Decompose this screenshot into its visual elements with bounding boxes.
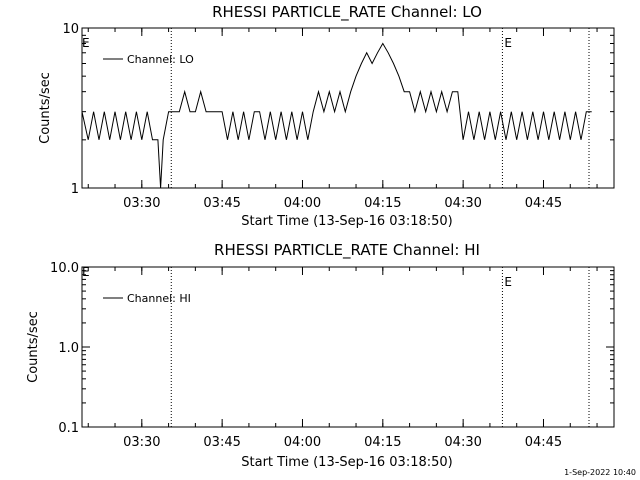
panel-hi: RHESSI PARTICLE_RATE Channel: HI 03:30 03… [26, 241, 615, 470]
y-axis-ticks-lo: 1 10 [62, 22, 614, 197]
y-tick-label: 0.1 [58, 421, 79, 436]
left-marker-label-hi: E [82, 265, 90, 279]
y-tick-label: 10 [62, 22, 79, 37]
event-marker-label: E [504, 36, 512, 50]
y-tick-label: 1.0 [58, 341, 79, 356]
y-axis-ticks-hi: 0.1 1.0 10.0 [50, 261, 614, 436]
x-tick-label: 04:45 [525, 435, 562, 450]
x-tick-label: 03:30 [123, 196, 160, 211]
y-axis-label-lo: Counts/sec [38, 72, 53, 144]
event-markers-lo: E [170, 28, 590, 188]
plot-frame-lo [81, 27, 615, 189]
y-axis-label-hi: Counts/sec [26, 311, 41, 383]
x-tick-label: 04:00 [284, 196, 321, 211]
left-marker-label-lo: E [82, 36, 90, 50]
panel-lo: RHESSI PARTICLE_RATE Channel: LO 03:30 03… [38, 3, 615, 229]
x-tick-label: 04:30 [444, 435, 481, 450]
series-line-lo [81, 42, 592, 189]
x-axis-ticks-hi: 03:30 03:45 04:00 04:15 04:30 04:45 [87, 267, 598, 450]
x-tick-label: 04:30 [444, 196, 481, 211]
x-axis-ticks-lo: 03:30 03:45 04:00 04:15 04:30 04:45 [87, 28, 598, 211]
chart-title-lo: RHESSI PARTICLE_RATE Channel: LO [212, 3, 482, 22]
x-tick-label: 04:45 [525, 196, 562, 211]
x-tick-label: 03:30 [123, 435, 160, 450]
x-tick-label: 03:45 [203, 435, 240, 450]
legend-label-lo: Channel: LO [127, 53, 194, 66]
event-marker-label: E [504, 275, 512, 289]
y-tick-label: 10.0 [50, 261, 79, 276]
x-tick-label: 04:00 [284, 435, 321, 450]
x-axis-label-lo: Start Time (13-Sep-16 03:18:50) [241, 214, 452, 229]
timestamp: 1-Sep-2022 10:40 [564, 468, 636, 477]
y-tick-label: 1 [71, 182, 79, 197]
event-markers-hi: E [170, 267, 590, 427]
chart-title-hi: RHESSI PARTICLE_RATE Channel: HI [214, 241, 480, 260]
x-tick-label: 04:15 [364, 435, 401, 450]
legend-label-hi: Channel: HI [127, 292, 191, 305]
x-tick-label: 03:45 [203, 196, 240, 211]
plot-frame-hi [81, 266, 615, 428]
x-tick-label: 04:15 [364, 196, 401, 211]
x-axis-label-hi: Start Time (13-Sep-16 03:18:50) [241, 455, 452, 470]
